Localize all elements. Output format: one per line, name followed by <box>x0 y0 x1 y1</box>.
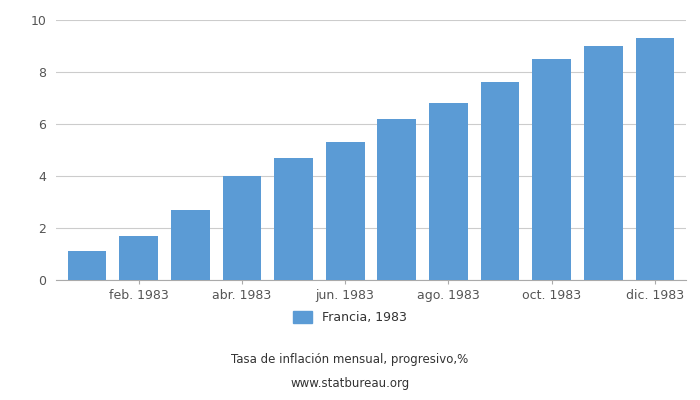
Bar <box>481 82 519 280</box>
Text: www.statbureau.org: www.statbureau.org <box>290 378 410 390</box>
Bar <box>223 176 261 280</box>
Bar <box>429 103 468 280</box>
Bar <box>274 158 313 280</box>
Bar <box>533 59 571 280</box>
Text: Tasa de inflación mensual, progresivo,%: Tasa de inflación mensual, progresivo,% <box>232 354 468 366</box>
Bar <box>326 142 365 280</box>
Bar <box>119 236 158 280</box>
Bar <box>636 38 674 280</box>
Bar <box>171 210 209 280</box>
Bar <box>377 119 416 280</box>
Legend: Francia, 1983: Francia, 1983 <box>288 306 412 329</box>
Bar <box>68 252 106 280</box>
Bar <box>584 46 623 280</box>
